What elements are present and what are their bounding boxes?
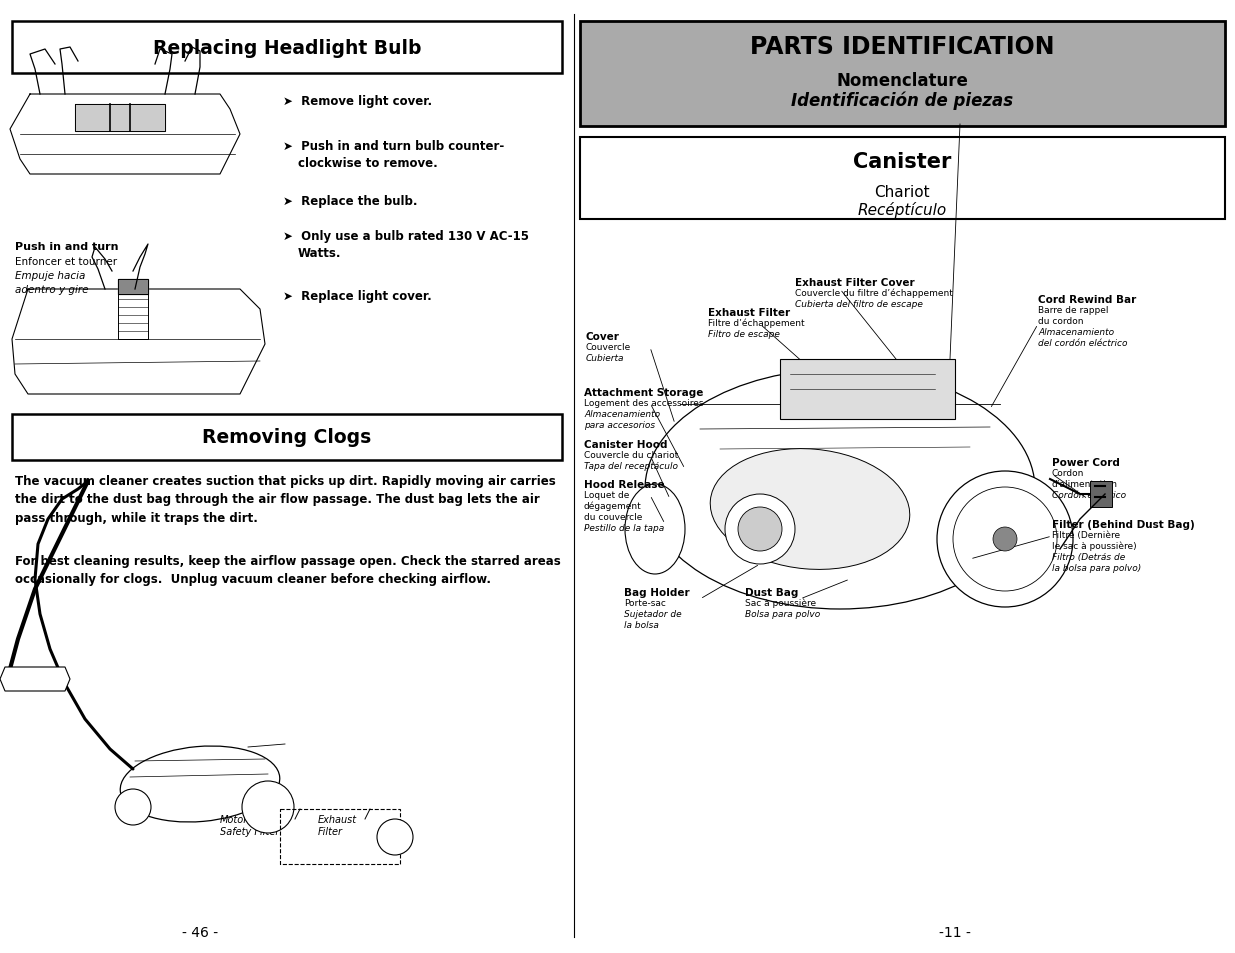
Text: Tapa del receptáculo: Tapa del receptáculo xyxy=(584,461,678,471)
Circle shape xyxy=(242,781,294,833)
Text: Couvercle du filtre d’échappement: Couvercle du filtre d’échappement xyxy=(795,289,953,298)
Circle shape xyxy=(993,527,1016,552)
Text: PARTS IDENTIFICATION: PARTS IDENTIFICATION xyxy=(750,35,1055,59)
Text: For best cleaning results, keep the airflow passage open. Check the starred area: For best cleaning results, keep the airf… xyxy=(15,555,561,586)
Text: Filter (Behind Dust Bag): Filter (Behind Dust Bag) xyxy=(1052,519,1194,530)
Text: Cubierta del filtro de escape: Cubierta del filtro de escape xyxy=(795,299,923,309)
Text: Logement des accessoires: Logement des accessoires xyxy=(584,398,704,408)
Text: Push in and turn: Push in and turn xyxy=(15,242,119,252)
Text: Motor
Safety Filter: Motor Safety Filter xyxy=(220,814,279,836)
Bar xyxy=(781,359,955,419)
Text: Filtre (Dernière: Filtre (Dernière xyxy=(1052,531,1120,539)
Text: clockwise to remove.: clockwise to remove. xyxy=(298,157,437,170)
Text: Attachment Storage: Attachment Storage xyxy=(584,388,704,397)
Text: Cordon: Cordon xyxy=(1052,469,1084,477)
Text: Recéptículo: Recéptículo xyxy=(857,202,946,218)
Bar xyxy=(580,22,1225,127)
Text: Enfoncer et tourner: Enfoncer et tourner xyxy=(15,256,117,267)
Ellipse shape xyxy=(120,746,280,822)
Polygon shape xyxy=(12,290,266,395)
Text: ➤  Only use a bulb rated 130 V AC-15: ➤ Only use a bulb rated 130 V AC-15 xyxy=(283,230,529,243)
Circle shape xyxy=(377,820,412,855)
Text: Almacenamiento: Almacenamiento xyxy=(1037,328,1114,336)
Text: Sac à poussière: Sac à poussière xyxy=(745,598,816,608)
Text: Replacing Headlight Bulb: Replacing Headlight Bulb xyxy=(153,38,421,57)
Text: Loquet de: Loquet de xyxy=(584,491,630,499)
Text: Dust Bag: Dust Bag xyxy=(745,587,798,598)
Circle shape xyxy=(937,472,1073,607)
Bar xyxy=(12,22,562,74)
Text: dégagement: dégagement xyxy=(584,501,642,511)
Circle shape xyxy=(725,495,795,564)
Text: Bolsa para polvo: Bolsa para polvo xyxy=(745,609,820,618)
Polygon shape xyxy=(119,280,148,294)
Text: Cordón eléctrico: Cordón eléctrico xyxy=(1052,491,1126,499)
Text: Pestillo de la tapa: Pestillo de la tapa xyxy=(584,523,664,533)
Text: Filtre d’échappement: Filtre d’échappement xyxy=(708,318,805,328)
Ellipse shape xyxy=(710,449,910,570)
Text: para accesorios: para accesorios xyxy=(584,420,655,430)
Text: Hood Release: Hood Release xyxy=(584,479,664,490)
Text: Canister Hood: Canister Hood xyxy=(584,439,667,450)
Text: ➤  Replace the bulb.: ➤ Replace the bulb. xyxy=(283,194,417,208)
Text: Empuje hacia: Empuje hacia xyxy=(15,271,85,281)
Text: Bag Holder: Bag Holder xyxy=(624,587,689,598)
Text: The vacuum cleaner creates suction that picks up dirt. Rapidly moving air carrie: The vacuum cleaner creates suction that … xyxy=(15,475,556,524)
Text: Couvercle du chariot: Couvercle du chariot xyxy=(584,451,678,459)
Text: Power Cord: Power Cord xyxy=(1052,457,1120,468)
Polygon shape xyxy=(10,95,240,174)
Text: - 46 -: - 46 - xyxy=(182,925,219,939)
Circle shape xyxy=(739,507,782,552)
Bar xyxy=(580,138,1225,220)
Text: Sujetador de: Sujetador de xyxy=(624,609,682,618)
Text: Barre de rappel: Barre de rappel xyxy=(1037,306,1109,314)
Text: ➤  Push in and turn bulb counter-: ➤ Push in and turn bulb counter- xyxy=(283,140,504,152)
Bar xyxy=(280,809,400,864)
Text: la bolsa: la bolsa xyxy=(624,620,659,629)
Polygon shape xyxy=(0,667,70,691)
Text: ➤  Replace light cover.: ➤ Replace light cover. xyxy=(283,290,432,303)
Ellipse shape xyxy=(625,484,685,575)
Text: Porte-sac: Porte-sac xyxy=(624,598,666,607)
Text: la bolsa para polvo): la bolsa para polvo) xyxy=(1052,563,1141,573)
Text: Identificación de piezas: Identificación de piezas xyxy=(790,91,1013,110)
Text: Cord Rewind Bar: Cord Rewind Bar xyxy=(1037,294,1136,305)
Text: Exhaust Filter Cover: Exhaust Filter Cover xyxy=(795,277,915,288)
Ellipse shape xyxy=(645,370,1035,609)
Text: Cubierta: Cubierta xyxy=(585,354,625,363)
Text: Canister: Canister xyxy=(853,152,951,172)
Text: Chariot: Chariot xyxy=(874,185,930,200)
Text: d’alimentation: d’alimentation xyxy=(1052,479,1118,489)
Circle shape xyxy=(115,789,151,825)
Text: Almacenamiento: Almacenamiento xyxy=(584,410,661,418)
Text: Cover: Cover xyxy=(585,332,620,341)
Bar xyxy=(12,415,562,460)
Text: Watts.: Watts. xyxy=(298,247,342,260)
Text: ➤  Remove light cover.: ➤ Remove light cover. xyxy=(283,95,432,108)
Text: -11 -: -11 - xyxy=(939,925,971,939)
Text: Exhaust
Filter: Exhaust Filter xyxy=(317,814,357,836)
Bar xyxy=(1091,481,1112,507)
Text: Filtro de escape: Filtro de escape xyxy=(708,330,779,338)
Text: Removing Clogs: Removing Clogs xyxy=(203,428,372,447)
Text: Exhaust Filter: Exhaust Filter xyxy=(708,308,790,317)
Text: Nomenclature: Nomenclature xyxy=(836,71,968,90)
Text: Couvercle: Couvercle xyxy=(585,343,631,352)
Text: du couvercle: du couvercle xyxy=(584,513,642,521)
Text: adentro y gire: adentro y gire xyxy=(15,285,89,294)
Polygon shape xyxy=(75,105,165,132)
Text: du cordon: du cordon xyxy=(1037,316,1083,326)
Text: le sac à poussière): le sac à poussière) xyxy=(1052,541,1136,551)
Text: del cordón eléctrico: del cordón eléctrico xyxy=(1037,338,1128,348)
Text: Filtro (Detrás de: Filtro (Detrás de xyxy=(1052,553,1125,561)
